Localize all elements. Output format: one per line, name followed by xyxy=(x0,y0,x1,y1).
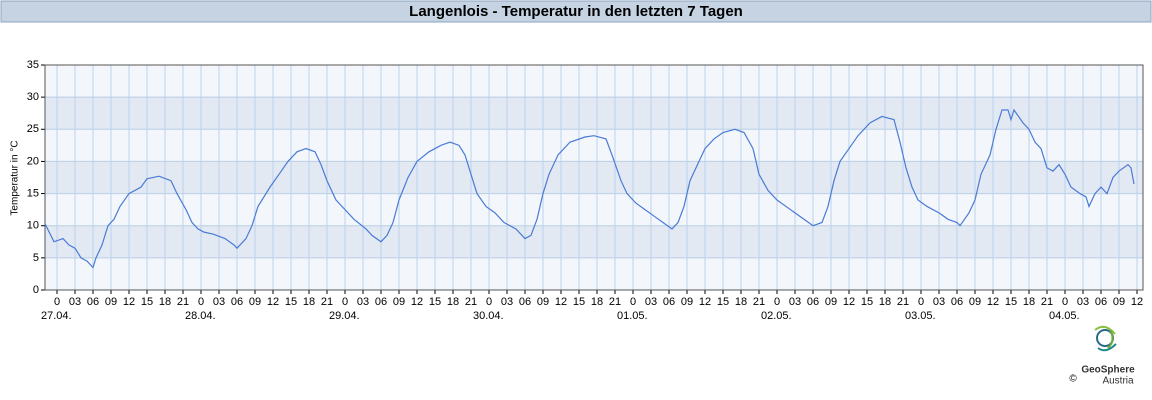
logo-icon xyxy=(1094,325,1117,352)
x-tick-label: 15 xyxy=(717,296,729,308)
x-tick-label: 09 xyxy=(105,296,117,308)
x-tick-label: 0 xyxy=(486,296,492,308)
date-label: 30.04. xyxy=(473,310,504,322)
x-tick-label: 21 xyxy=(465,296,477,308)
x-tick-label: 12 xyxy=(123,296,135,308)
x-tick-label: 06 xyxy=(231,296,243,308)
date-label: 29.04. xyxy=(329,310,360,322)
y-tick-label: 35 xyxy=(27,59,39,71)
date-label: 27.04. xyxy=(41,310,72,322)
x-tick-label: 03 xyxy=(789,296,801,308)
x-tick-label: 09 xyxy=(825,296,837,308)
x-tick-label: 03 xyxy=(501,296,513,308)
x-tick-label: 12 xyxy=(843,296,855,308)
x-tick-label: 21 xyxy=(177,296,189,308)
x-tick-label: 12 xyxy=(555,296,567,308)
y-tick-label: 25 xyxy=(27,123,39,135)
x-tick-label: 0 xyxy=(198,296,204,308)
x-tick-label: 18 xyxy=(735,296,747,308)
x-tick-label: 09 xyxy=(681,296,693,308)
plot-area: 0 5 10 15 20 25 30 35 0 03 06 09 12 15 18 21 0 03 06 09 12 15… xyxy=(27,59,1144,322)
x-tick-label: 21 xyxy=(753,296,765,308)
date-label: 01.05. xyxy=(617,310,648,322)
x-tick-label: 12 xyxy=(267,296,279,308)
x-tick-label: 03 xyxy=(645,296,657,308)
x-tick-label: 12 xyxy=(411,296,423,308)
x-tick-label: 06 xyxy=(519,296,531,308)
y-axis-label: Temperatur in °C xyxy=(10,140,21,215)
x-tick-label: 06 xyxy=(1095,296,1107,308)
x-tick-label: 09 xyxy=(537,296,549,308)
x-tick-label: 18 xyxy=(447,296,459,308)
y-tick-label: 5 xyxy=(33,252,39,264)
x-tick-label: 15 xyxy=(861,296,873,308)
x-tick-label: 18 xyxy=(1023,296,1035,308)
x-tick-label: 06 xyxy=(807,296,819,308)
x-tick-label: 03 xyxy=(1077,296,1089,308)
x-tick-label: 21 xyxy=(321,296,333,308)
temperature-line xyxy=(44,108,1135,269)
date-label: 02.05. xyxy=(761,310,792,322)
y-tick-label: 10 xyxy=(27,220,39,232)
x-tick-label: 18 xyxy=(303,296,315,308)
x-tick-label: 06 xyxy=(663,296,675,308)
x-tick-label: 06 xyxy=(375,296,387,308)
band xyxy=(45,225,1143,258)
logo-name: GeoSphere xyxy=(1081,365,1135,376)
x-tick-label: 12 xyxy=(987,296,999,308)
x-tick-label: 03 xyxy=(933,296,945,308)
x-tick-label: 09 xyxy=(393,296,405,308)
date-label: 04.05. xyxy=(1049,310,1080,322)
x-tick-label: 03 xyxy=(69,296,81,308)
y-tick-label: 0 xyxy=(33,284,39,296)
y-tick-label: 20 xyxy=(27,155,39,167)
x-tick-label: 09 xyxy=(969,296,981,308)
plot-frame xyxy=(44,64,1144,291)
date-label: 03.05. xyxy=(905,310,936,322)
x-tick-label: 12 xyxy=(699,296,711,308)
x-tick-label: 09 xyxy=(249,296,261,308)
x-tick-label: 0 xyxy=(1062,296,1068,308)
title-bar xyxy=(0,0,1152,23)
copyright: © xyxy=(1069,374,1077,385)
chart-title: Langenlois - Temperatur in den letzten 7… xyxy=(409,3,743,20)
x-tick-label: 15 xyxy=(573,296,585,308)
x-tick-label: 0 xyxy=(54,296,60,308)
x-tick-label: 18 xyxy=(591,296,603,308)
x-tick-label: 21 xyxy=(1041,296,1053,308)
band xyxy=(45,161,1143,194)
y-tick-label: 30 xyxy=(27,91,39,103)
x-tick-label: 18 xyxy=(879,296,891,308)
x-tick-label: 0 xyxy=(342,296,348,308)
logo-sub: Austria xyxy=(1102,376,1134,387)
x-tick-label: 21 xyxy=(609,296,621,308)
band xyxy=(45,97,1143,130)
x-tick-label: 06 xyxy=(951,296,963,308)
x-tick-label: 03 xyxy=(213,296,225,308)
x-tick-label: 03 xyxy=(357,296,369,308)
y-tick-label: 15 xyxy=(27,187,39,199)
x-tick-label: 15 xyxy=(1005,296,1017,308)
x-tick-label: 0 xyxy=(918,296,924,308)
x-tick-label: 18 xyxy=(159,296,171,308)
date-label: 28.04. xyxy=(185,310,216,322)
x-tick-label: 15 xyxy=(141,296,153,308)
x-tick-label: 0 xyxy=(774,296,780,308)
x-tick-label: 06 xyxy=(87,296,99,308)
x-tick-label: 15 xyxy=(429,296,441,308)
x-tick-label: 21 xyxy=(897,296,909,308)
x-tick-label: 09 xyxy=(1113,296,1125,308)
x-tick-label: 15 xyxy=(285,296,297,308)
x-tick-label: 12 xyxy=(1131,296,1143,308)
x-tick-label: 0 xyxy=(630,296,636,308)
